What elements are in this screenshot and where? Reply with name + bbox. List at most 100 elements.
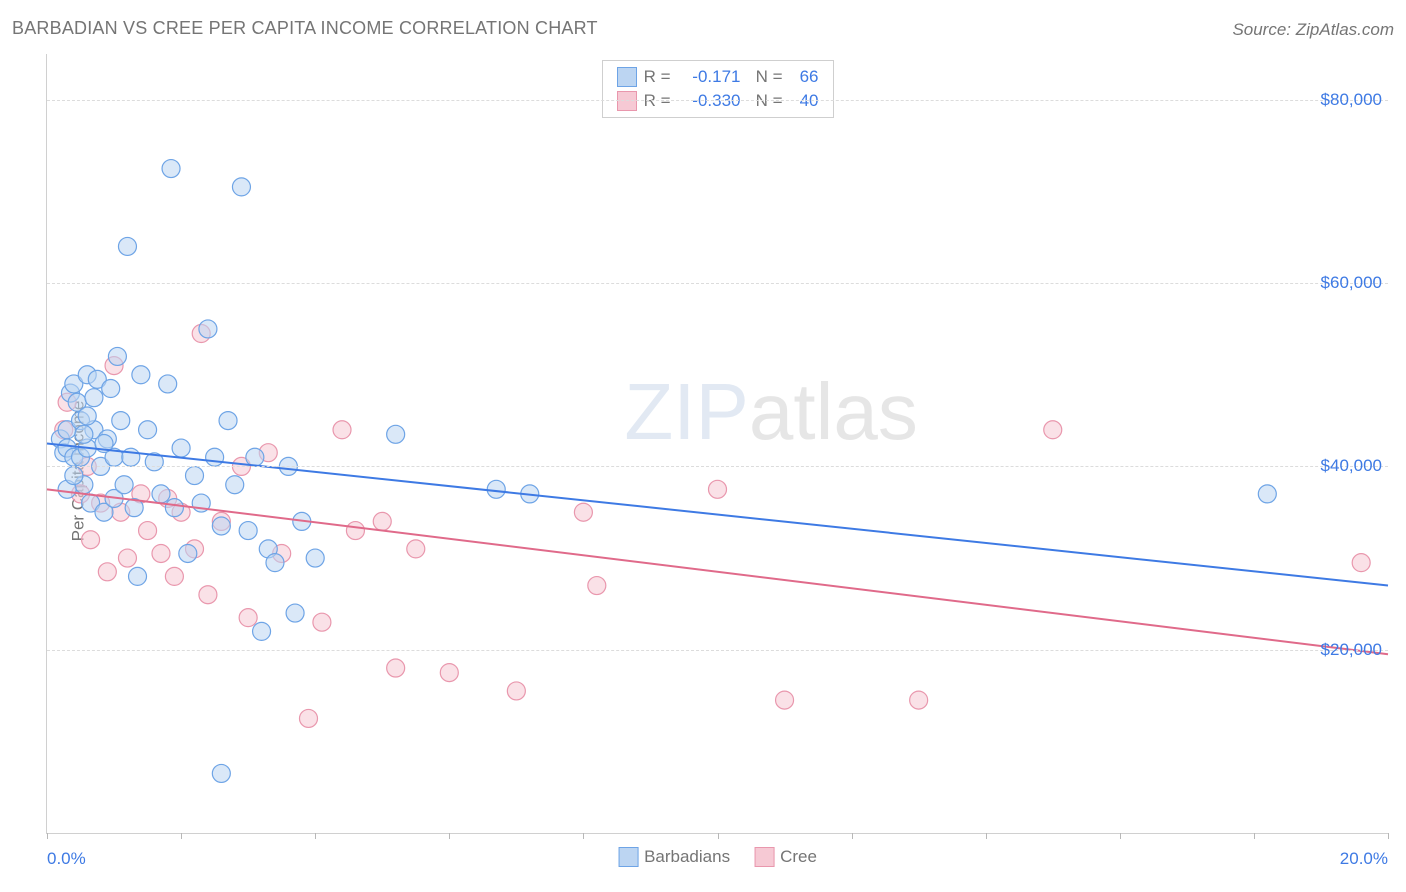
n-label: N =	[755, 89, 783, 113]
r-label: R =	[643, 65, 671, 89]
x-tick	[1120, 833, 1121, 839]
point-cree	[574, 503, 592, 521]
legend-stat-row-barbadians: R =-0.171 N =66	[617, 65, 819, 89]
y-tick-label: $20,000	[1321, 640, 1382, 660]
r-value-barbadians: -0.171	[677, 65, 741, 89]
point-barbadians	[118, 237, 136, 255]
point-cree	[776, 691, 794, 709]
point-cree	[1352, 554, 1370, 572]
point-barbadians	[226, 476, 244, 494]
point-barbadians	[78, 407, 96, 425]
point-barbadians	[487, 480, 505, 498]
x-tick	[852, 833, 853, 839]
x-tick	[986, 833, 987, 839]
legend-series: Barbadians Cree	[618, 845, 817, 869]
point-barbadians	[232, 178, 250, 196]
point-barbadians	[159, 375, 177, 393]
chart-svg	[47, 54, 1388, 833]
point-cree	[507, 682, 525, 700]
chart-title: BARBADIAN VS CREE PER CAPITA INCOME CORR…	[12, 18, 598, 38]
swatch-barbadians	[618, 847, 638, 867]
point-barbadians	[112, 412, 130, 430]
legend-stats: R =-0.171 N =66 R =-0.330 N =40	[602, 60, 834, 118]
point-cree	[299, 709, 317, 727]
point-barbadians	[75, 425, 93, 443]
point-barbadians	[165, 499, 183, 517]
x-tick	[315, 833, 316, 839]
x-tick	[583, 833, 584, 839]
point-cree	[333, 421, 351, 439]
x-tick	[1388, 833, 1389, 839]
swatch-cree	[754, 847, 774, 867]
point-cree	[709, 480, 727, 498]
point-barbadians	[132, 366, 150, 384]
point-barbadians	[65, 467, 83, 485]
gridline	[47, 466, 1388, 467]
point-barbadians	[253, 622, 271, 640]
point-cree	[588, 577, 606, 595]
point-cree	[199, 586, 217, 604]
n-value-barbadians: 66	[789, 65, 819, 89]
x-tick	[1254, 833, 1255, 839]
x-tick	[181, 833, 182, 839]
gridline	[47, 100, 1388, 101]
point-barbadians	[115, 476, 133, 494]
point-barbadians	[129, 567, 147, 585]
point-barbadians	[162, 160, 180, 178]
point-cree	[1044, 421, 1062, 439]
point-barbadians	[206, 448, 224, 466]
y-tick-label: $40,000	[1321, 456, 1382, 476]
gridline	[47, 283, 1388, 284]
n-value-cree: 40	[789, 89, 819, 113]
point-barbadians	[387, 425, 405, 443]
point-cree	[139, 522, 157, 540]
legend-label-barbadians: Barbadians	[644, 845, 730, 869]
point-cree	[313, 613, 331, 631]
n-label: N =	[755, 65, 783, 89]
point-cree	[387, 659, 405, 677]
r-value-cree: -0.330	[677, 89, 741, 113]
x-tick	[718, 833, 719, 839]
point-barbadians	[219, 412, 237, 430]
legend-item-barbadians: Barbadians	[618, 845, 730, 869]
y-tick-label: $60,000	[1321, 273, 1382, 293]
point-barbadians	[85, 389, 103, 407]
point-cree	[910, 691, 928, 709]
legend-label-cree: Cree	[780, 845, 817, 869]
chart-source: Source: ZipAtlas.com	[1232, 20, 1394, 40]
point-barbadians	[306, 549, 324, 567]
point-barbadians	[239, 522, 257, 540]
point-barbadians	[108, 347, 126, 365]
plot-wrap: Per Capita Income ZIPatlas R =-0.171N =6…	[0, 50, 1406, 892]
point-barbadians	[212, 517, 230, 535]
swatch-barbadians	[617, 67, 637, 87]
gridline	[47, 650, 1388, 651]
x-tick	[47, 833, 48, 839]
plot-area: ZIPatlas R =-0.171N =66R =-0.330N =40 Ba…	[46, 54, 1388, 834]
y-tick-label: $80,000	[1321, 90, 1382, 110]
point-cree	[118, 549, 136, 567]
point-barbadians	[266, 554, 284, 572]
point-cree	[98, 563, 116, 581]
x-tick	[449, 833, 450, 839]
point-cree	[373, 512, 391, 530]
r-label: R =	[643, 89, 671, 113]
point-cree	[346, 522, 364, 540]
legend-item-cree: Cree	[754, 845, 817, 869]
x-tick-label: 0.0%	[47, 849, 86, 869]
point-barbadians	[246, 448, 264, 466]
point-cree	[165, 567, 183, 585]
point-barbadians	[139, 421, 157, 439]
point-barbadians	[199, 320, 217, 338]
point-barbadians	[152, 485, 170, 503]
point-cree	[239, 609, 257, 627]
point-barbadians	[186, 467, 204, 485]
point-barbadians	[286, 604, 304, 622]
swatch-cree	[617, 91, 637, 111]
point-cree	[82, 531, 100, 549]
point-barbadians	[102, 380, 120, 398]
point-barbadians	[212, 764, 230, 782]
point-cree	[407, 540, 425, 558]
point-barbadians	[179, 544, 197, 562]
point-barbadians	[172, 439, 190, 457]
